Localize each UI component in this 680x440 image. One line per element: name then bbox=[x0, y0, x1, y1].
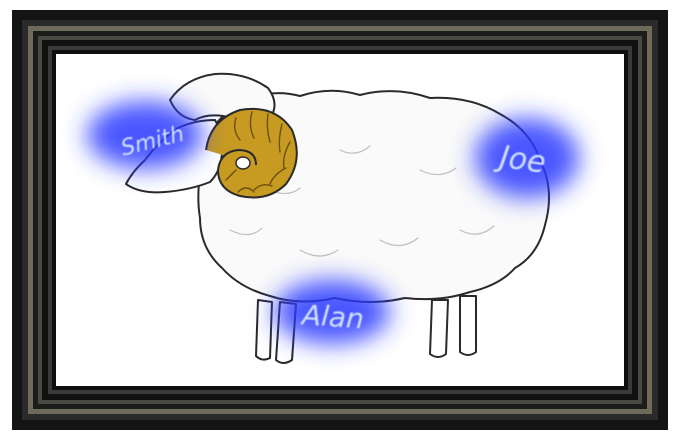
label-alan: Alan bbox=[299, 298, 365, 335]
ram-horn bbox=[205, 108, 298, 199]
label-joe: Joe bbox=[493, 139, 548, 181]
label-glows bbox=[87, 101, 579, 344]
